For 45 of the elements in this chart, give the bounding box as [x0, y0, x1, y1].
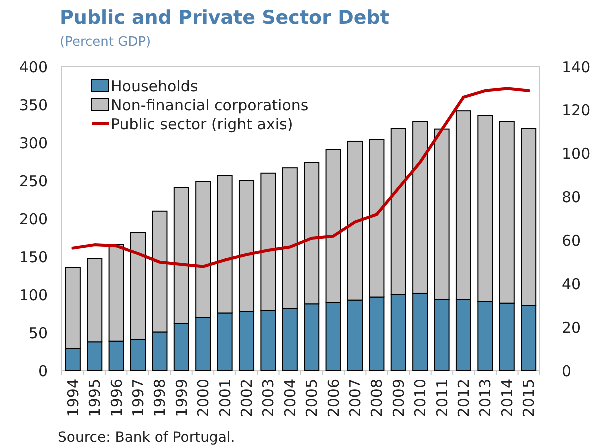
y2-tick-label: 20 [562, 318, 582, 337]
y-tick-label: 150 [19, 248, 48, 266]
y-tick-label: 250 [19, 172, 48, 190]
x-tick-label: 1999 [172, 379, 191, 418]
x-tick-label: 2005 [303, 379, 322, 418]
x-tick-label: 2003 [260, 379, 278, 418]
x-tick-label: 2011 [433, 379, 452, 418]
x-tick-label: 2006 [324, 379, 343, 418]
y-tick-label: 350 [19, 96, 48, 114]
y-tick-label: 100 [19, 286, 48, 304]
x-tick-label: 2008 [368, 379, 386, 418]
x-tick-label: 2013 [476, 379, 495, 418]
x-tick-label: 1994 [64, 379, 82, 418]
y2-tick-label: 60 [562, 232, 582, 250]
x-tick-label: 2000 [194, 379, 213, 418]
y-tick-label: 0 [38, 362, 48, 380]
y2-tick-label: 120 [562, 102, 591, 120]
x-tick-label: 2014 [498, 379, 516, 418]
x-tick-label: 2002 [238, 379, 256, 418]
y-tick-label: 300 [19, 134, 48, 152]
y2-tick-label: 40 [562, 275, 582, 294]
legend-label: Households [111, 77, 198, 96]
y2-tick-label: 140 [562, 58, 591, 76]
legend-label: Public sector (right axis) [111, 115, 294, 134]
x-tick-label: 2001 [216, 379, 234, 418]
x-tick-label: 1997 [130, 379, 148, 418]
chart-subtitle: (Percent GDP) [60, 35, 152, 50]
y-tick-label: 50 [28, 324, 48, 342]
x-tick-label: 1995 [86, 379, 104, 418]
source-note: Source: Bank of Portugal. [58, 430, 236, 446]
x-tick-label: 2009 [390, 379, 408, 418]
chart-title: Public and Private Sector Debt [60, 7, 390, 29]
x-tick-label: 1998 [151, 379, 170, 418]
x-tick-label: 2010 [412, 379, 430, 418]
legend-label: Non-financial corporations [111, 96, 309, 114]
y2-tick-label: 80 [562, 188, 582, 207]
y2-tick-label: 0 [562, 362, 572, 380]
x-tick-label: 2007 [346, 379, 364, 418]
x-tick-label: 1996 [108, 379, 126, 418]
y-tick-label: 400 [19, 58, 48, 76]
x-tick-label: 2015 [520, 379, 538, 418]
y-tick-label: 200 [19, 210, 48, 228]
x-tick-label: 2004 [281, 379, 300, 418]
x-tick-label: 2012 [454, 379, 473, 418]
y2-tick-label: 100 [562, 145, 591, 164]
